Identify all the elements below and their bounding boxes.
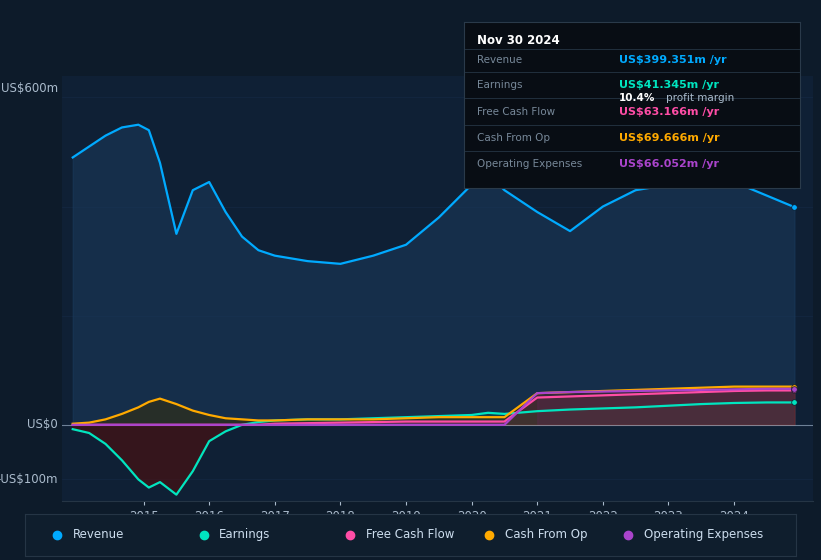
Text: Nov 30 2024: Nov 30 2024 [477, 34, 560, 47]
Text: Free Cash Flow: Free Cash Flow [365, 528, 454, 541]
Text: Revenue: Revenue [477, 55, 522, 66]
Text: US$63.166m /yr: US$63.166m /yr [619, 106, 719, 116]
Text: US$41.345m /yr: US$41.345m /yr [619, 80, 718, 90]
Text: 10.4%: 10.4% [619, 94, 655, 104]
Text: US$66.052m /yr: US$66.052m /yr [619, 160, 718, 170]
Text: Cash From Op: Cash From Op [477, 133, 550, 143]
Text: -US$100m: -US$100m [0, 473, 57, 486]
Text: Operating Expenses: Operating Expenses [477, 160, 583, 170]
Text: Earnings: Earnings [477, 80, 523, 90]
Text: US$600m: US$600m [1, 82, 57, 95]
Text: Cash From Op: Cash From Op [505, 528, 587, 541]
Text: US$399.351m /yr: US$399.351m /yr [619, 55, 727, 66]
Text: Earnings: Earnings [219, 528, 270, 541]
Text: US$0: US$0 [27, 418, 57, 431]
Text: US$69.666m /yr: US$69.666m /yr [619, 133, 719, 143]
Text: profit margin: profit margin [666, 94, 734, 104]
Text: Operating Expenses: Operating Expenses [644, 528, 763, 541]
Text: Revenue: Revenue [72, 528, 124, 541]
Text: Free Cash Flow: Free Cash Flow [477, 106, 556, 116]
